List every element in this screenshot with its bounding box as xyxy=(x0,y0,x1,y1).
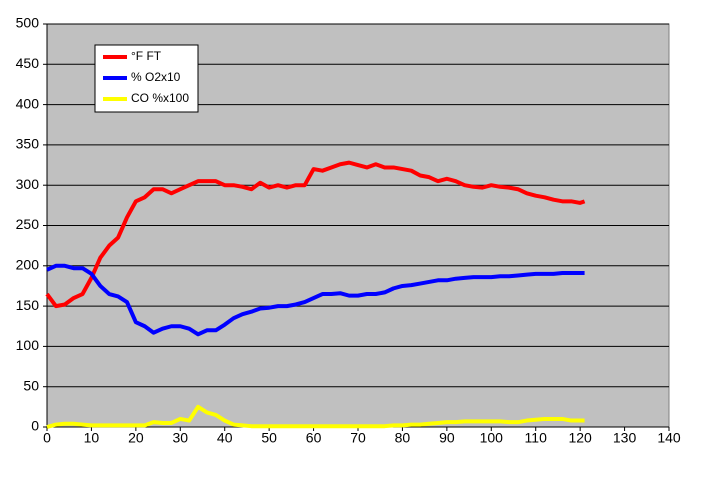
x-tick-label: 110 xyxy=(525,430,548,446)
y-tick-label: 500 xyxy=(16,15,40,31)
y-tick-label: 150 xyxy=(16,297,40,313)
x-tick-label: 90 xyxy=(439,430,455,446)
y-tick-label: 250 xyxy=(16,216,40,232)
x-tick-label: 0 xyxy=(43,430,51,446)
x-tick-label: 70 xyxy=(350,430,366,446)
x-tick-label: 30 xyxy=(172,430,188,446)
y-tick-label: 200 xyxy=(16,257,40,273)
y-tick-label: 450 xyxy=(16,55,40,71)
x-tick-label: 10 xyxy=(84,430,100,446)
x-tick-label: 80 xyxy=(395,430,411,446)
y-tick-label: 400 xyxy=(16,95,40,111)
y-tick-label: 300 xyxy=(16,176,40,192)
x-tick-label: 60 xyxy=(306,430,322,446)
y-tick-label: 0 xyxy=(31,418,39,434)
series-line xyxy=(45,160,586,309)
y-tick-label: 350 xyxy=(16,136,40,152)
x-tick-label: 20 xyxy=(128,430,144,446)
x-tick-label: 120 xyxy=(568,430,592,446)
x-tick-label: 50 xyxy=(261,430,277,446)
series-line xyxy=(46,263,585,337)
x-tick-label: 130 xyxy=(613,430,637,446)
series-line xyxy=(46,404,585,429)
x-tick-label: 40 xyxy=(217,430,233,446)
x-tick-label: 140 xyxy=(657,430,681,446)
legend-label: °F FT xyxy=(131,49,162,63)
legend-label: % O2x10 xyxy=(131,70,181,84)
y-tick-label: 100 xyxy=(16,337,40,353)
y-tick-label: 50 xyxy=(23,377,39,393)
legend-label: CO %x100 xyxy=(131,91,189,105)
x-tick-label: 100 xyxy=(480,430,504,446)
